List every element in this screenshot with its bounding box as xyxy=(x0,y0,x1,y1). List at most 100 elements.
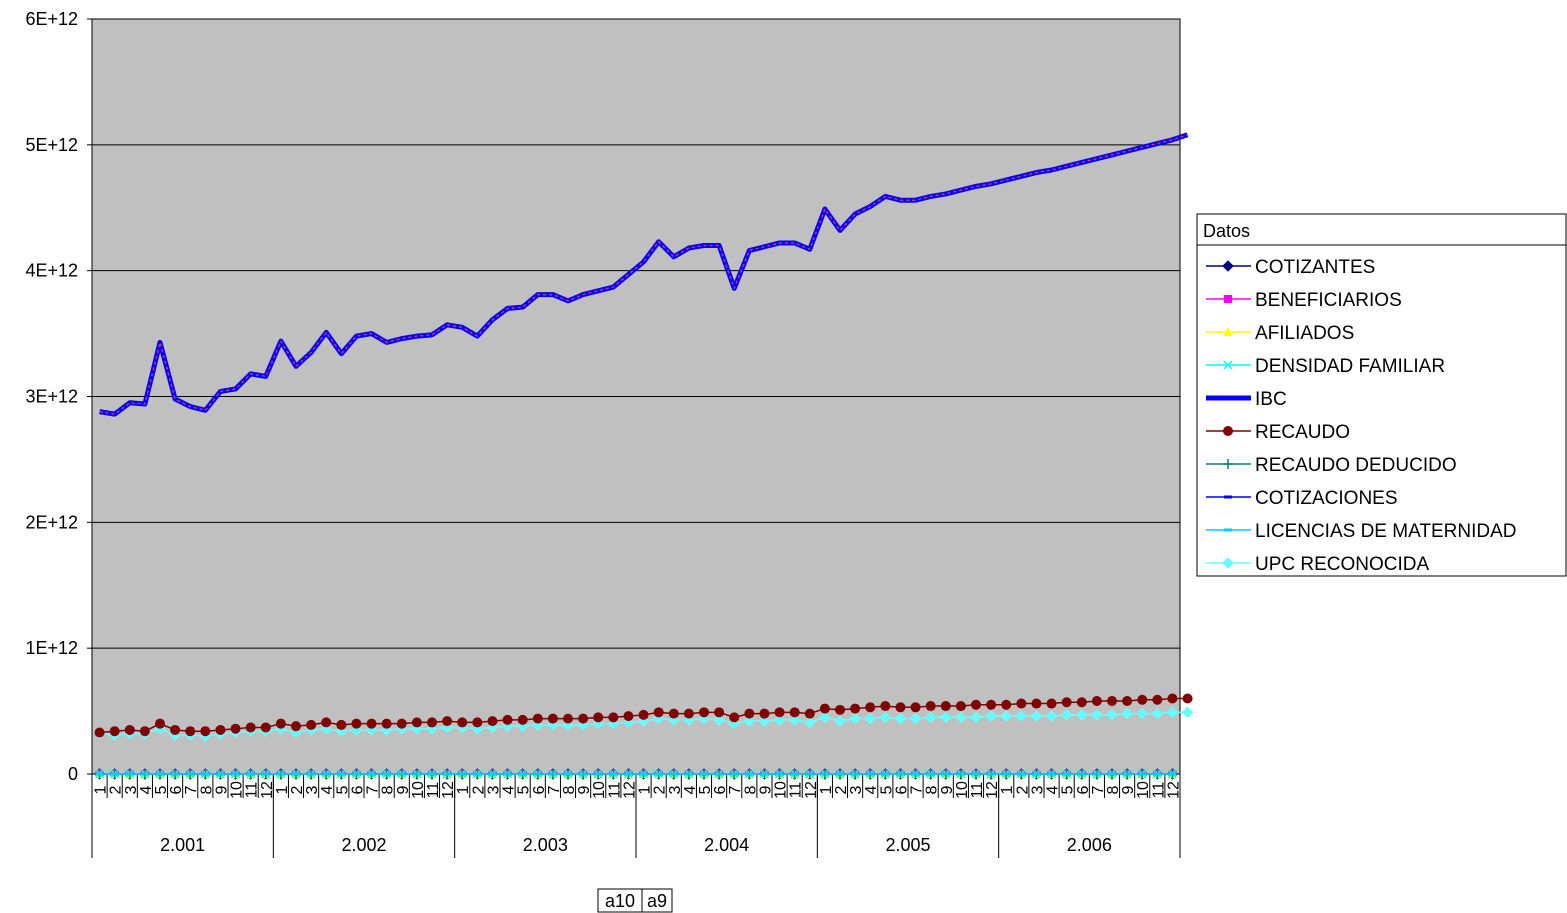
data-point xyxy=(1138,772,1147,776)
data-point xyxy=(866,772,875,776)
x-month-label: 10 xyxy=(1135,781,1152,799)
data-point xyxy=(909,712,922,725)
x-year-label: 2.006 xyxy=(1067,835,1112,855)
data-point xyxy=(804,716,816,729)
data-point xyxy=(473,772,482,776)
x-month-label: 7 xyxy=(1090,785,1107,794)
legend-label: RECAUDO xyxy=(1255,422,1350,443)
data-point xyxy=(518,772,527,776)
data-point xyxy=(865,702,876,713)
data-point xyxy=(835,704,845,715)
data-point xyxy=(367,772,376,776)
x-year-label: 2.005 xyxy=(885,835,930,855)
x-month-label: 1 xyxy=(274,785,291,794)
x-month-label: 4 xyxy=(682,785,699,794)
data-point xyxy=(578,713,589,724)
data-point xyxy=(668,708,679,719)
x-month-label: 9 xyxy=(939,785,956,794)
data-point xyxy=(894,712,907,725)
data-point xyxy=(623,711,634,722)
x-month-label: 2 xyxy=(1014,785,1031,794)
legend-label: COTIZACIONES xyxy=(1255,488,1398,509)
x-month-label: 10 xyxy=(773,781,790,799)
data-point xyxy=(985,710,997,722)
legend-swatch-marker xyxy=(1224,528,1232,532)
data-point xyxy=(155,718,165,729)
data-point xyxy=(411,717,422,728)
data-point xyxy=(1061,697,1072,708)
legend-box xyxy=(1196,213,1567,577)
data-point xyxy=(94,727,105,738)
data-point xyxy=(382,772,391,776)
x-month-label: 3 xyxy=(123,785,140,794)
x-month-label: 5 xyxy=(697,785,714,794)
data-point xyxy=(322,772,331,776)
x-month-label: 12 xyxy=(984,781,1001,799)
data-point xyxy=(246,772,255,776)
y-tick-label: 2E+12 xyxy=(25,512,78,532)
legend-swatch-marker xyxy=(1223,426,1233,436)
legend-label: BENEFICIARIOS xyxy=(1255,290,1402,311)
x-month-label: 11 xyxy=(244,782,261,799)
data-point xyxy=(1016,698,1027,709)
data-point xyxy=(1151,707,1164,720)
data-point xyxy=(1167,693,1178,704)
data-point xyxy=(594,772,603,776)
data-point xyxy=(125,772,134,776)
data-point xyxy=(956,772,965,776)
page-field-button-a9[interactable]: a9 xyxy=(641,888,673,913)
data-point xyxy=(789,707,800,718)
x-month-label: 2 xyxy=(833,785,850,794)
data-point xyxy=(275,718,286,729)
data-point xyxy=(1091,709,1103,721)
x-month-label: 7 xyxy=(727,785,744,794)
y-tick-label: 0 xyxy=(68,764,78,784)
data-point xyxy=(547,713,558,724)
data-point xyxy=(321,717,332,728)
y-tick-label: 4E+12 xyxy=(25,261,78,281)
y-tick-label: 5E+12 xyxy=(25,135,78,155)
page-fields[interactable]: a10 a9 xyxy=(597,888,673,913)
data-point xyxy=(743,715,756,727)
legend-item: BENEFICIARIOS xyxy=(1206,290,1402,311)
y-axis: 0 1E+12 2E+12 3E+12 4E+12 5E+12 6E+12 xyxy=(25,9,92,784)
data-point xyxy=(1107,696,1117,707)
data-point xyxy=(306,719,317,730)
data-point xyxy=(231,772,240,776)
data-point xyxy=(1047,772,1056,776)
x-month-label: 10 xyxy=(229,781,246,799)
data-point xyxy=(1062,772,1071,776)
x-month-label: 5 xyxy=(878,785,895,794)
data-point xyxy=(1015,710,1028,722)
data-point xyxy=(457,717,468,728)
data-point xyxy=(790,772,799,776)
series-line xyxy=(99,134,1188,415)
data-point xyxy=(941,772,950,776)
data-point xyxy=(291,721,301,732)
data-point xyxy=(1136,707,1148,720)
legend-item: UPC RECONOCIDA xyxy=(1206,554,1430,575)
x-month-label: 9 xyxy=(576,785,593,794)
series-upc-reconocida xyxy=(93,706,1194,742)
data-point xyxy=(836,772,844,776)
data-point xyxy=(156,772,164,776)
x-month-label: 10 xyxy=(954,781,971,799)
data-point xyxy=(669,772,678,776)
data-point xyxy=(1002,772,1011,776)
data-point xyxy=(970,711,982,724)
legend-swatch-marker xyxy=(1223,327,1233,336)
data-point xyxy=(1091,696,1102,707)
x-axis: 1234567891011121234567891011121234567891… xyxy=(91,774,1182,858)
data-point xyxy=(1032,772,1041,776)
data-point xyxy=(819,711,831,724)
page-field-button-a10[interactable]: a10 xyxy=(597,888,643,913)
x-month-label: 12 xyxy=(803,781,820,799)
data-point xyxy=(1076,697,1087,708)
x-month-label: 6 xyxy=(1075,785,1092,794)
data-point xyxy=(940,711,952,724)
data-point xyxy=(1045,710,1058,722)
series-group xyxy=(93,132,1194,780)
data-point xyxy=(1017,772,1026,776)
data-point xyxy=(579,772,588,776)
